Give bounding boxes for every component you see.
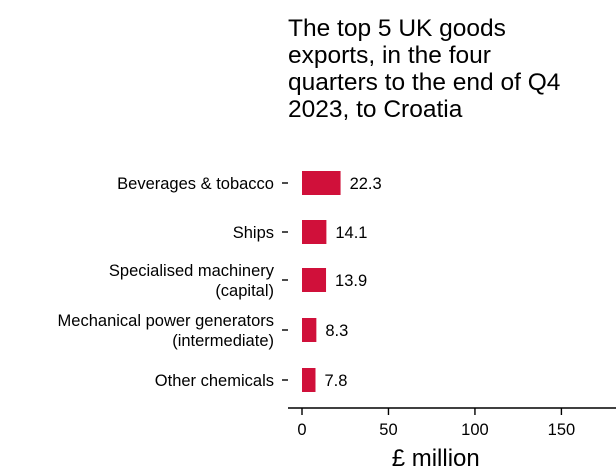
chart-title-line: 2023, to Croatia	[288, 96, 463, 123]
bar-value-label: 22.3	[350, 175, 382, 193]
x-tick-label: 0	[297, 421, 306, 439]
chart-title-line: exports, in the four	[288, 42, 491, 69]
bar-value-label: 8.3	[325, 322, 348, 340]
chart-title-line: The top 5 UK goods	[288, 15, 506, 42]
bar-value-label: 13.9	[335, 272, 367, 290]
bar	[302, 220, 326, 244]
x-tick-label: 100	[461, 421, 489, 439]
category-label: Other chemicals	[155, 372, 274, 390]
bar	[302, 318, 316, 342]
x-tick-label: 150	[548, 421, 576, 439]
x-tick-label: 50	[379, 421, 397, 439]
category-label: (intermediate)	[172, 332, 274, 350]
category-axis: Beverages & tobacco Ships Specialised mach…	[58, 175, 288, 390]
category-label: Beverages & tobacco	[117, 175, 274, 193]
bar	[302, 368, 315, 392]
bar-value-label: 14.1	[335, 224, 367, 242]
bar-value-label: 7.8	[324, 372, 347, 390]
category-label: Specialised machinery	[109, 262, 275, 280]
bar	[302, 268, 326, 292]
category-label: (capital)	[215, 282, 274, 300]
value-labels: 22.3 14.1 13.9 8.3 7.8	[324, 175, 381, 390]
category-label: Ships	[233, 224, 274, 242]
bar	[302, 171, 341, 195]
x-axis: 0 50 100 150	[288, 408, 616, 439]
x-axis-title: £ million	[392, 445, 480, 472]
chart-title-line: quarters to the end of Q4	[288, 69, 560, 96]
category-label: Mechanical power generators	[58, 312, 274, 330]
